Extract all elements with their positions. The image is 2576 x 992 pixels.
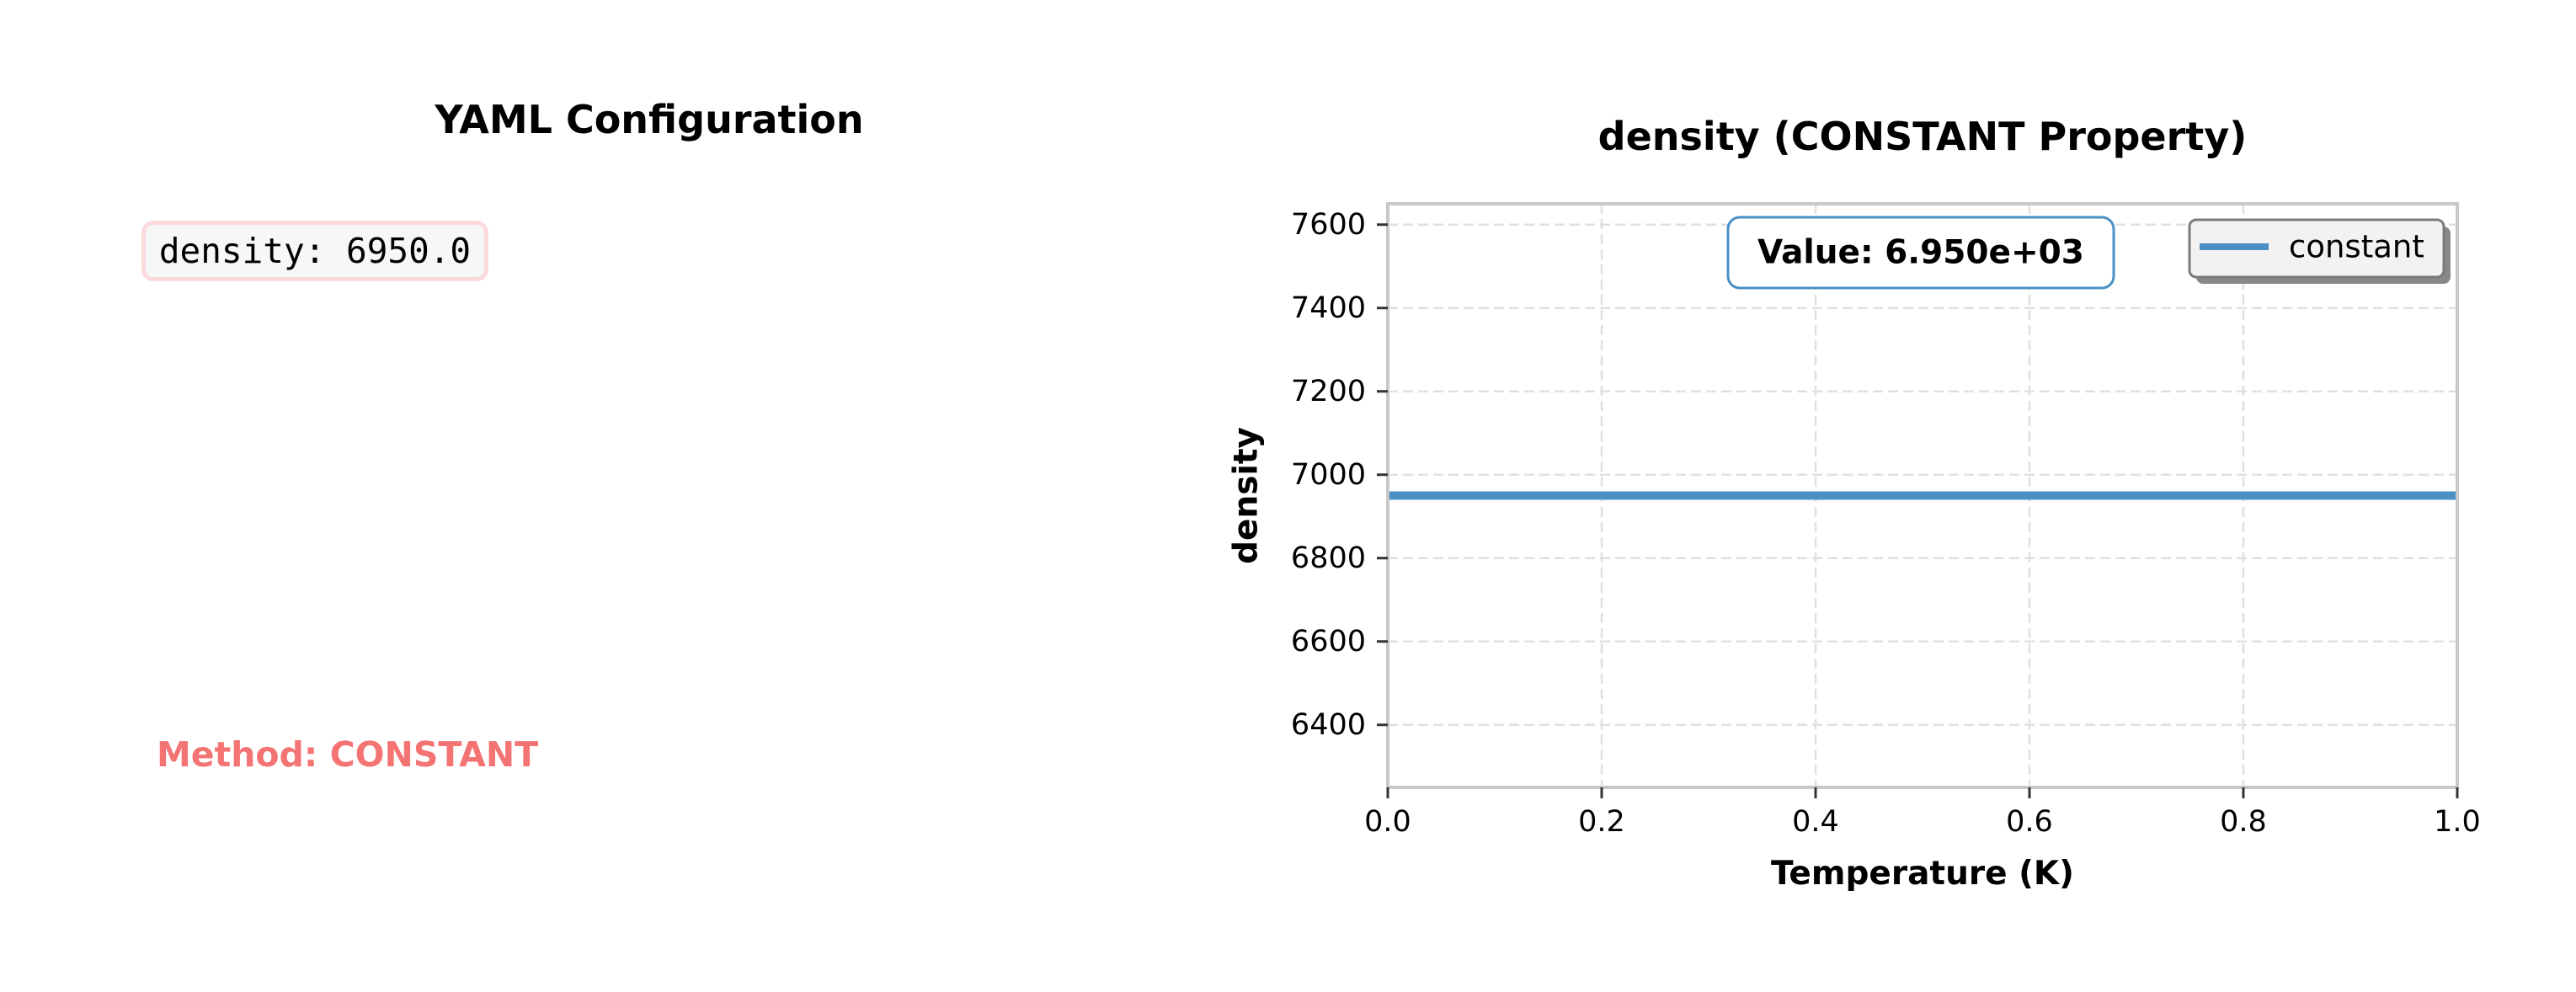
legend: constant [2188,218,2451,284]
chart-title: density (CONSTANT Property) [1598,114,2248,159]
y-tick-label: 6600 [1291,625,1366,659]
x-tick-label: 0.4 [1792,805,1839,839]
value-annotation-text: Value: 6.950e+03 [1757,234,2084,272]
x-tick-label: 0.0 [1364,805,1411,839]
yaml-config-text: density: 6950.0 [158,231,472,271]
y-tick-label: 6800 [1291,541,1366,575]
y-tick-label: 7600 [1291,208,1366,242]
method-label: Method: CONSTANT [157,734,539,775]
x-tick-label: 1.0 [2434,805,2481,839]
x-tick-label: 0.8 [2220,805,2267,839]
legend-box [2188,218,2445,279]
grid-lines [1388,204,2457,787]
axis-ticks: 0.0 0.2 0.4 0.6 0.8 1.0 6400 6600 6800 7000 7200 74… [1291,208,2481,839]
y-axis-label: density [1228,427,1266,564]
legend-label-constant: constant [2289,229,2424,265]
x-axis-label: Temperature (K) [1771,855,2074,893]
value-annotation: Value: 6.950e+03 [1726,216,2115,290]
value-annotation-box [1726,216,2115,290]
plot-frame [1386,202,2459,789]
x-tick-label: 0.2 [1578,805,1625,839]
yaml-panel-title: YAML Configuration [435,97,864,142]
y-tick-label: 7000 [1291,458,1366,492]
x-tick-label: 0.6 [2006,805,2053,839]
y-tick-label: 6400 [1291,708,1366,742]
yaml-config-box: density: 6950.0 [141,221,488,281]
y-tick-label: 7200 [1291,375,1366,408]
y-tick-label: 7400 [1291,291,1366,325]
